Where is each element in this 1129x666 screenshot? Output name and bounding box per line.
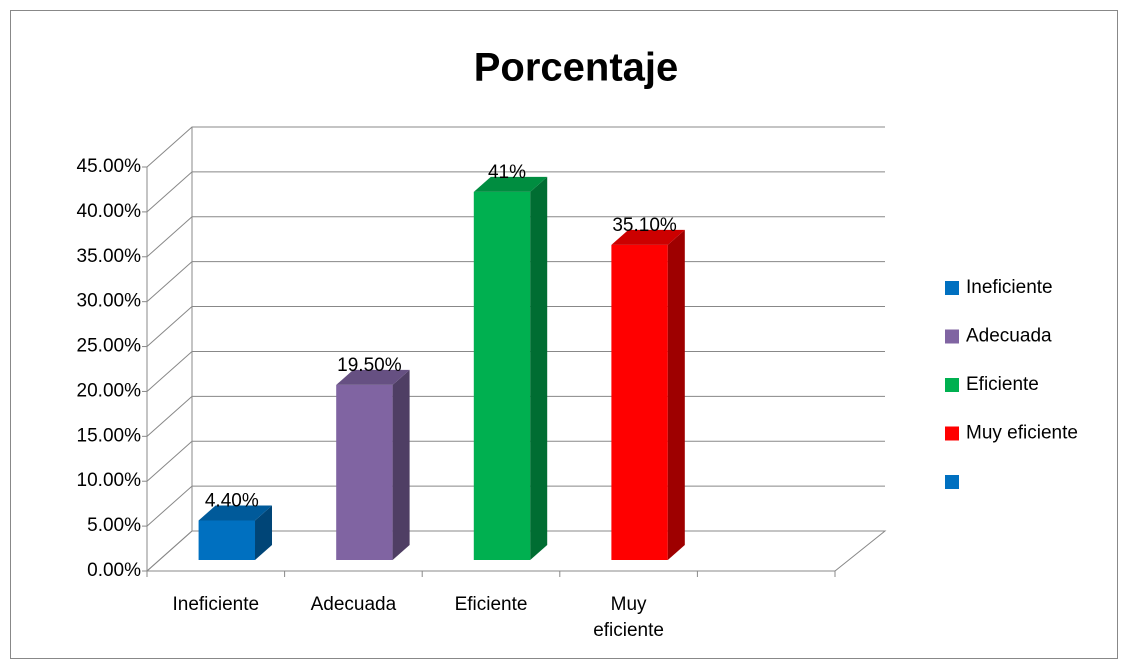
x-tick-label: Eficiente: [454, 594, 528, 615]
bar: [611, 244, 668, 560]
y-tick-label: 10.00%: [77, 470, 142, 491]
legend-label: Muy eficiente: [966, 423, 1078, 444]
bar-top: [473, 176, 548, 192]
data-label: 41%: [488, 162, 526, 183]
data-label: 4.40%: [205, 491, 259, 512]
y-tick-label: 15.00%: [77, 425, 142, 446]
y-tick-label: 35.00%: [77, 246, 142, 267]
legend-swatch: [945, 378, 959, 392]
legend-swatch: [945, 329, 959, 344]
data-label: 35.10%: [612, 215, 677, 236]
y-tick-label: 5.00%: [87, 515, 141, 536]
bar: [198, 520, 256, 560]
x-tick-label: Muy eficiente: [593, 594, 664, 641]
legend-label: Eficiente: [966, 374, 1039, 395]
grid-line: [146, 216, 885, 258]
bar: [336, 384, 393, 560]
chart-title: Porcentaje: [474, 46, 679, 90]
legend-swatch: [945, 281, 959, 295]
y-tick-label: 40.00%: [77, 201, 142, 222]
y-tick-label: 30.00%: [77, 291, 142, 312]
bar-top: [336, 369, 410, 385]
legend-label: Adecuada: [966, 326, 1052, 347]
data-label: 19.50%: [337, 355, 402, 376]
grid-line: [146, 171, 885, 213]
bar-top: [198, 505, 273, 521]
y-tick-label: 20.00%: [77, 380, 142, 401]
x-tick-label: Ineficiente: [172, 594, 260, 615]
grid-line: [146, 126, 885, 168]
bar-side: [530, 176, 548, 560]
legend-label: Ineficiente: [966, 277, 1053, 298]
legend-swatch: [945, 426, 959, 441]
y-tick-label: 0.00%: [87, 560, 141, 581]
y-tick-label: 45.00%: [77, 156, 142, 177]
bar-side: [392, 369, 410, 560]
chart-border: [10, 10, 1118, 659]
legend-swatch: [945, 475, 959, 489]
bar-top: [611, 229, 685, 245]
x-tick-label: Adecuada: [310, 594, 397, 615]
bar-side: [255, 505, 273, 560]
y-tick-label: 25.00%: [77, 336, 142, 357]
bar-side: [667, 229, 685, 560]
bar: [473, 191, 531, 560]
